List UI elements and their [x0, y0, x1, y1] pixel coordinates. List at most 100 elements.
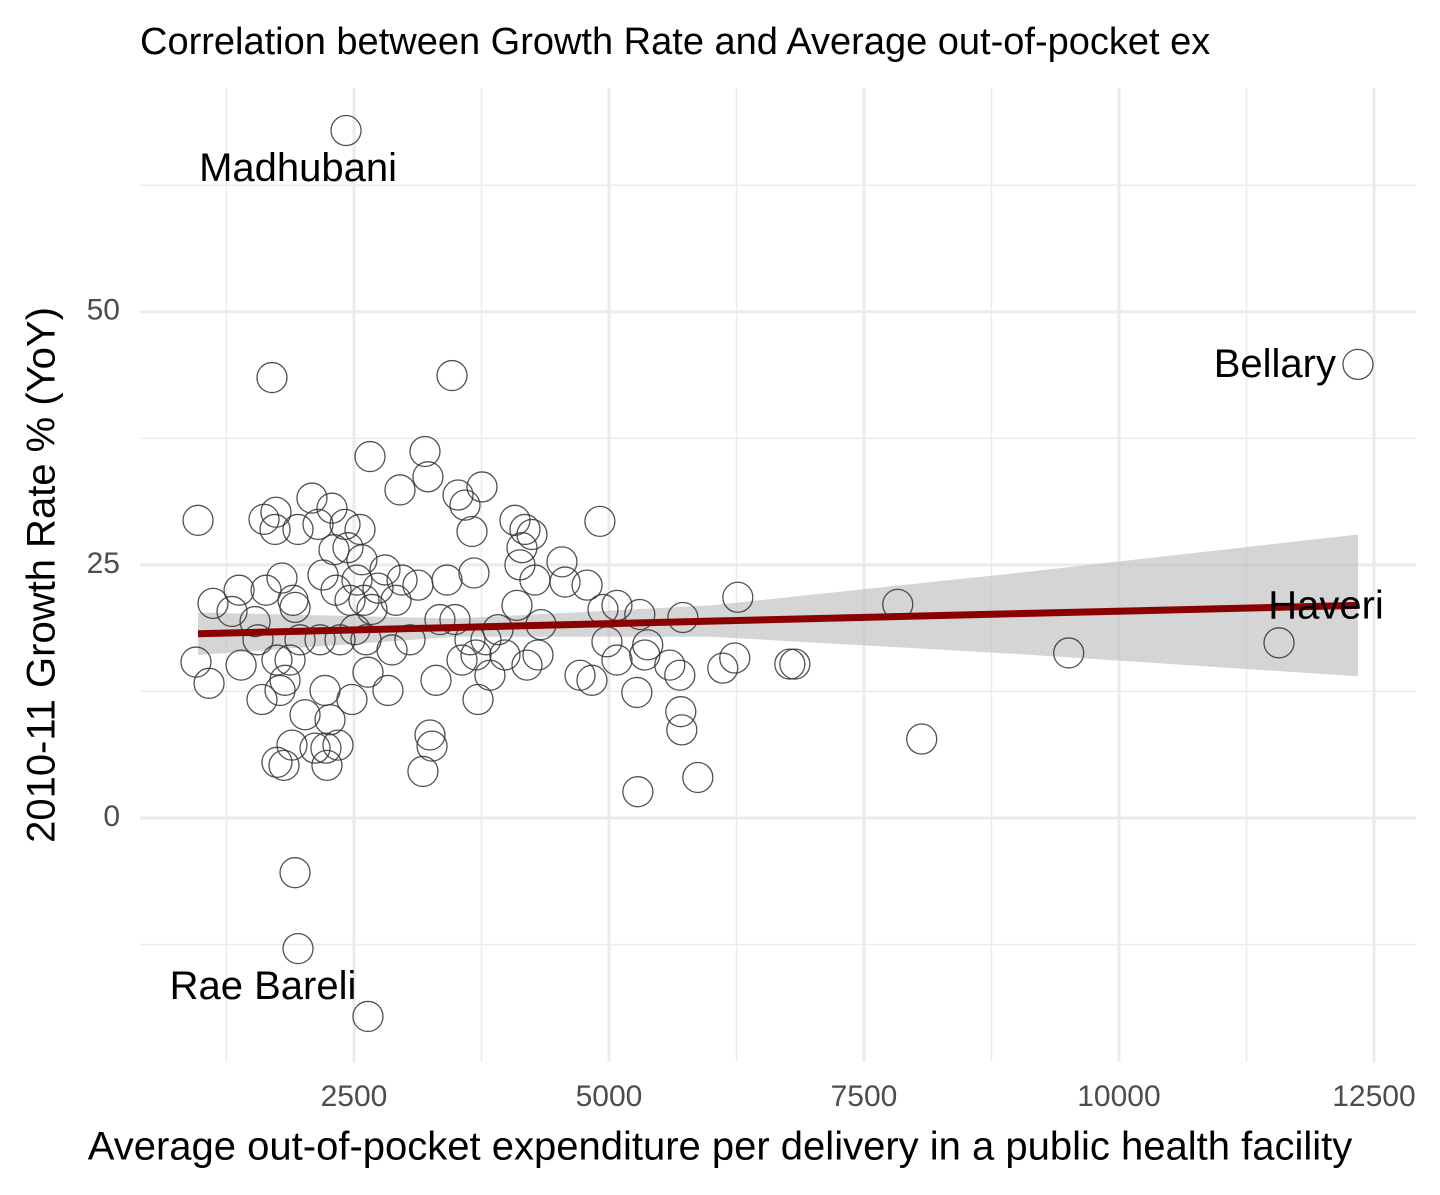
scatter-point	[274, 644, 306, 676]
scatter-point	[216, 595, 248, 628]
x-tick-label: 7500	[831, 1080, 898, 1113]
scatter-point	[601, 644, 633, 676]
x-tick-label: 12500	[1332, 1080, 1415, 1113]
scatter-point	[667, 601, 699, 634]
scatter-point	[182, 504, 214, 536]
scatter-point	[576, 664, 608, 696]
scatter-point	[439, 603, 471, 636]
scatter-point	[779, 648, 811, 680]
scatter-point	[386, 564, 418, 596]
scatter-point	[462, 683, 494, 716]
scatter-point	[369, 554, 401, 586]
x-axis-label: Average out-of-pocket expenditure per de…	[88, 1125, 1352, 1169]
scatter-point	[248, 503, 280, 535]
scatter-point	[354, 440, 386, 473]
x-tick-label: 2500	[321, 1080, 388, 1113]
scatter-point	[442, 479, 474, 511]
scatter-point	[348, 584, 380, 616]
scatter-point	[509, 513, 541, 546]
scatter-point	[394, 624, 426, 656]
scatter-point	[665, 696, 697, 728]
scatter-point	[352, 656, 384, 688]
scatter-point	[722, 581, 754, 613]
scatter-point	[416, 730, 448, 762]
scatter-point	[180, 646, 212, 678]
chart-title: Correlation between Growth Rate and Aver…	[140, 21, 1210, 63]
scatter-point	[414, 719, 446, 751]
scatter-point	[311, 749, 343, 781]
scatter-point	[279, 857, 311, 889]
scatter-point	[906, 723, 938, 755]
scatter-point	[412, 461, 444, 493]
point-annotation: Bellary	[1214, 342, 1336, 386]
scatter-point	[629, 639, 661, 671]
scatter-point	[431, 564, 463, 596]
scatter-point	[621, 676, 653, 709]
scatter-point	[362, 572, 394, 604]
scatter-point	[458, 557, 490, 589]
y-tick-label: 25	[87, 547, 120, 580]
scatter-point	[282, 513, 314, 546]
scatter-point	[296, 482, 328, 514]
scatter-point	[261, 644, 293, 676]
y-axis-label: 2010-11 Growth Rate % (YoY)	[20, 307, 64, 843]
scatter-point	[380, 584, 412, 616]
scatter-point	[269, 664, 301, 696]
scatter-point	[449, 489, 481, 521]
scatter-point	[436, 359, 468, 392]
scatter-point	[242, 624, 274, 656]
scatter-point	[1263, 627, 1295, 659]
scatter-point	[346, 544, 378, 576]
scatter-point	[304, 624, 336, 656]
scatter-point	[310, 732, 342, 764]
scatter-point	[407, 755, 439, 788]
scatter-point	[571, 569, 603, 601]
scatter-point	[549, 566, 581, 598]
scatter-point	[664, 659, 696, 691]
scatter-point	[260, 496, 292, 528]
scatter-point	[279, 591, 311, 624]
scatter-point	[719, 642, 751, 674]
scatter-point	[246, 683, 278, 716]
scatter-point	[316, 492, 348, 524]
scatter-point	[356, 593, 388, 626]
scatter-point	[225, 649, 257, 681]
scatter-point	[624, 598, 656, 631]
scatter-point	[376, 634, 408, 666]
confidence-band	[198, 534, 1358, 677]
scatter-point	[193, 667, 225, 699]
y-tick-label: 50	[87, 294, 120, 327]
scatter-point	[266, 562, 298, 594]
scatter-point	[420, 664, 452, 696]
scatter-point	[344, 513, 376, 546]
point-annotation: Haveri	[1268, 583, 1384, 627]
y-tick-label: 0	[103, 800, 120, 833]
scatter-point	[384, 474, 416, 506]
scatter-point	[402, 569, 434, 601]
scatter-point	[511, 649, 543, 681]
trend-line	[197, 601, 1359, 638]
scatter-point	[622, 776, 654, 808]
scatter-point	[309, 674, 341, 707]
scatter-point	[707, 652, 739, 684]
scatter-point	[1342, 348, 1374, 381]
scatter-point	[632, 629, 664, 661]
scatter-point	[324, 624, 356, 656]
scatter-point	[289, 699, 321, 731]
scatter-point	[774, 648, 806, 680]
scatter-point	[584, 505, 616, 537]
x-tick-label: 10000	[1077, 1080, 1160, 1113]
scatter-point	[654, 649, 686, 681]
scatter-point	[223, 574, 255, 606]
scatter-point	[332, 532, 364, 564]
scatter-point	[264, 674, 296, 707]
scatter-point	[259, 513, 291, 546]
scatter-point	[250, 574, 282, 606]
scatter-point	[341, 564, 373, 596]
scatter-point	[682, 761, 714, 794]
scatter-point	[284, 624, 316, 656]
point-annotation: Rae Bareli	[170, 964, 357, 1008]
scatter-point	[499, 504, 531, 536]
scatter-point	[466, 471, 498, 503]
